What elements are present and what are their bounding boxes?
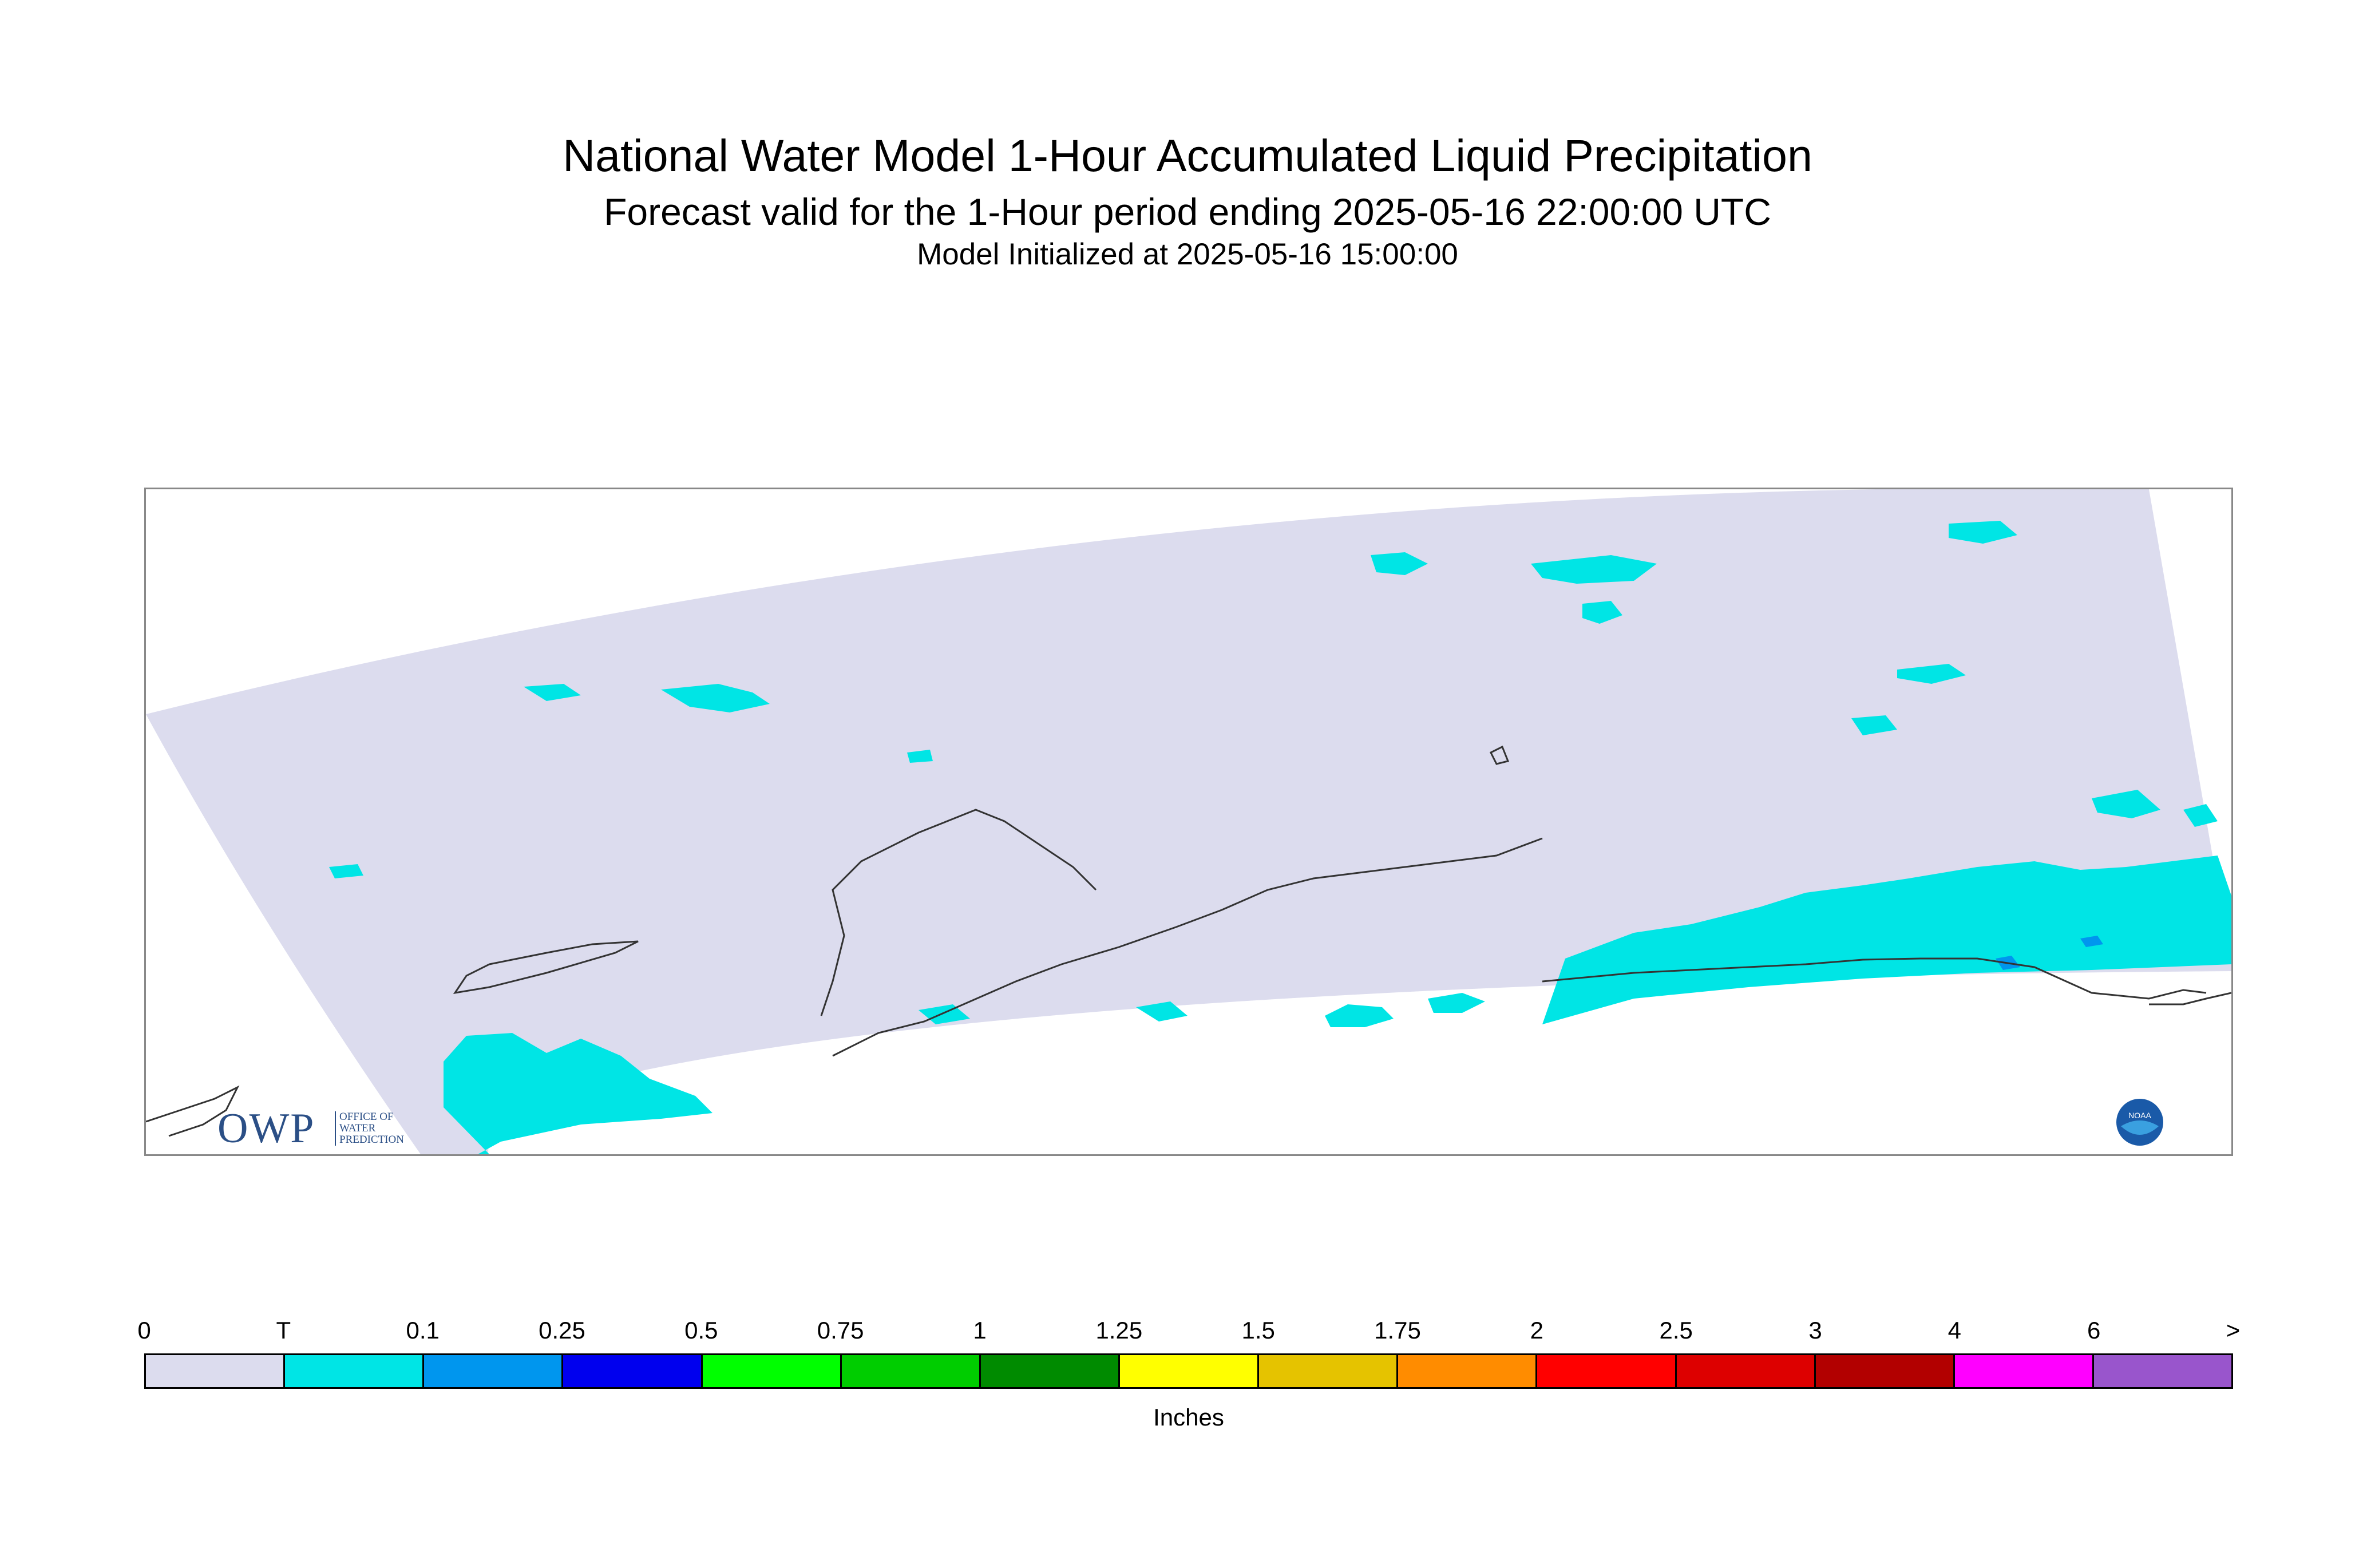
- legend-tick-2: 0.1: [406, 1317, 440, 1344]
- legend-tick-10: 2: [1530, 1317, 1544, 1344]
- coastline-inlet: [820, 809, 1097, 1016]
- trace-area-northwest-1: [524, 684, 581, 701]
- trace-area-small-1: [1325, 1004, 1394, 1027]
- legend-tick-labels: 0 T 0.1 0.25 0.5 0.75 1 1.25 1.5 1.75 2 2.5 3 4 6 >: [137, 1316, 2240, 1351]
- trace-area-north-3: [1582, 601, 1622, 624]
- trace-area-west-1: [329, 864, 363, 878]
- trace-area-southwest: [444, 1033, 712, 1154]
- noaa-logo-text: NOAA: [2128, 1111, 2151, 1120]
- legend-tick-6: 1: [973, 1317, 987, 1344]
- legend-tick-0: 0: [137, 1317, 151, 1344]
- coastline-southwest: [146, 1085, 240, 1137]
- legend-tick-8: 1.5: [1241, 1317, 1275, 1344]
- legend-tick-4: 0.5: [684, 1317, 718, 1344]
- legend-tick-14: 6: [2087, 1317, 2101, 1344]
- trace-area-southeast-coast: [1542, 856, 2231, 1024]
- precipitation-map: [146, 489, 2231, 1154]
- forecast-valid-subtitle: Forecast valid for the 1-Hour period end…: [604, 191, 1771, 233]
- noaa-logo: NOAA: [2116, 1099, 2163, 1146]
- legend-tick-11: 2.5: [1659, 1317, 1693, 1344]
- trace-area-small-3: [1136, 1001, 1188, 1021]
- trace-area-west-2: [907, 750, 933, 763]
- legend-tick-7: 1.25: [1095, 1317, 1143, 1344]
- trace-area-northwest-2: [661, 684, 770, 712]
- light-blue-spot-2: [2080, 936, 2103, 947]
- trace-precip-areas: [329, 521, 2231, 1154]
- trace-area-small-2: [1428, 993, 1485, 1013]
- map-title: National Water Model 1-Hour Accumulated …: [563, 130, 1812, 181]
- legend-color-bar: [144, 1353, 2233, 1389]
- legend-tick-5: 0.75: [817, 1317, 864, 1344]
- legend-swatch-5: [841, 1355, 981, 1387]
- trace-area-north-4: [1949, 521, 2017, 544]
- legend-swatch-1: [285, 1355, 425, 1387]
- legend-tick-9: 1.75: [1374, 1317, 1421, 1344]
- model-domain: [146, 489, 2231, 1154]
- legend-tick-1: T: [276, 1317, 291, 1344]
- trace-area-north-1: [1531, 555, 1657, 584]
- legend-swatch-14: [2093, 1355, 2232, 1387]
- legend-swatch-8: [1259, 1355, 1399, 1387]
- owp-logo: OWP OFFICE OF WATER PREDICTION: [217, 1104, 404, 1153]
- coastline-mainland-south: [1542, 957, 2207, 1000]
- legend-swatch-9: [1398, 1355, 1538, 1387]
- coastline-bristol: [1489, 745, 1510, 765]
- trace-area-north-5: [1897, 664, 1966, 684]
- legend-tick-12: 3: [1808, 1317, 1822, 1344]
- legend-tick-15: >: [2226, 1317, 2241, 1344]
- trace-area-east-1: [2092, 790, 2160, 818]
- legend-swatch-2: [424, 1355, 564, 1387]
- legend-tick-3: 0.25: [539, 1317, 585, 1344]
- map-frame: [144, 488, 2233, 1156]
- legend-swatch-10: [1537, 1355, 1677, 1387]
- legend-units-label: Inches: [1153, 1404, 1224, 1431]
- coastline-west-bay: [453, 940, 639, 995]
- trace-area-west-3: [919, 1004, 970, 1024]
- trace-area-north-2: [1371, 552, 1428, 575]
- trace-area-east-3: [2183, 804, 2218, 827]
- coastlines: [146, 745, 2231, 1137]
- trace-area-east-2: [1851, 715, 1897, 735]
- legend-tick-13: 4: [1948, 1317, 1962, 1344]
- model-initialized-text: Model Initialized at 2025-05-16 15:00:00: [917, 237, 1458, 271]
- legend-swatch-7: [1119, 1355, 1260, 1387]
- legend-swatch-11: [1676, 1355, 1816, 1387]
- legend-swatch-12: [1815, 1355, 1955, 1387]
- owp-logo-main: OWP: [217, 1105, 315, 1152]
- legend-swatch-3: [563, 1355, 703, 1387]
- coastline-east: [2149, 992, 2231, 1005]
- coastline-peninsula: [832, 837, 1543, 1057]
- legend-swatch-0: [146, 1355, 286, 1387]
- owp-logo-subtitle: OFFICE OF WATER PREDICTION: [335, 1111, 431, 1146]
- legend-swatch-13: [1954, 1355, 2094, 1387]
- legend-swatch-6: [980, 1355, 1120, 1387]
- legend-swatch-4: [702, 1355, 842, 1387]
